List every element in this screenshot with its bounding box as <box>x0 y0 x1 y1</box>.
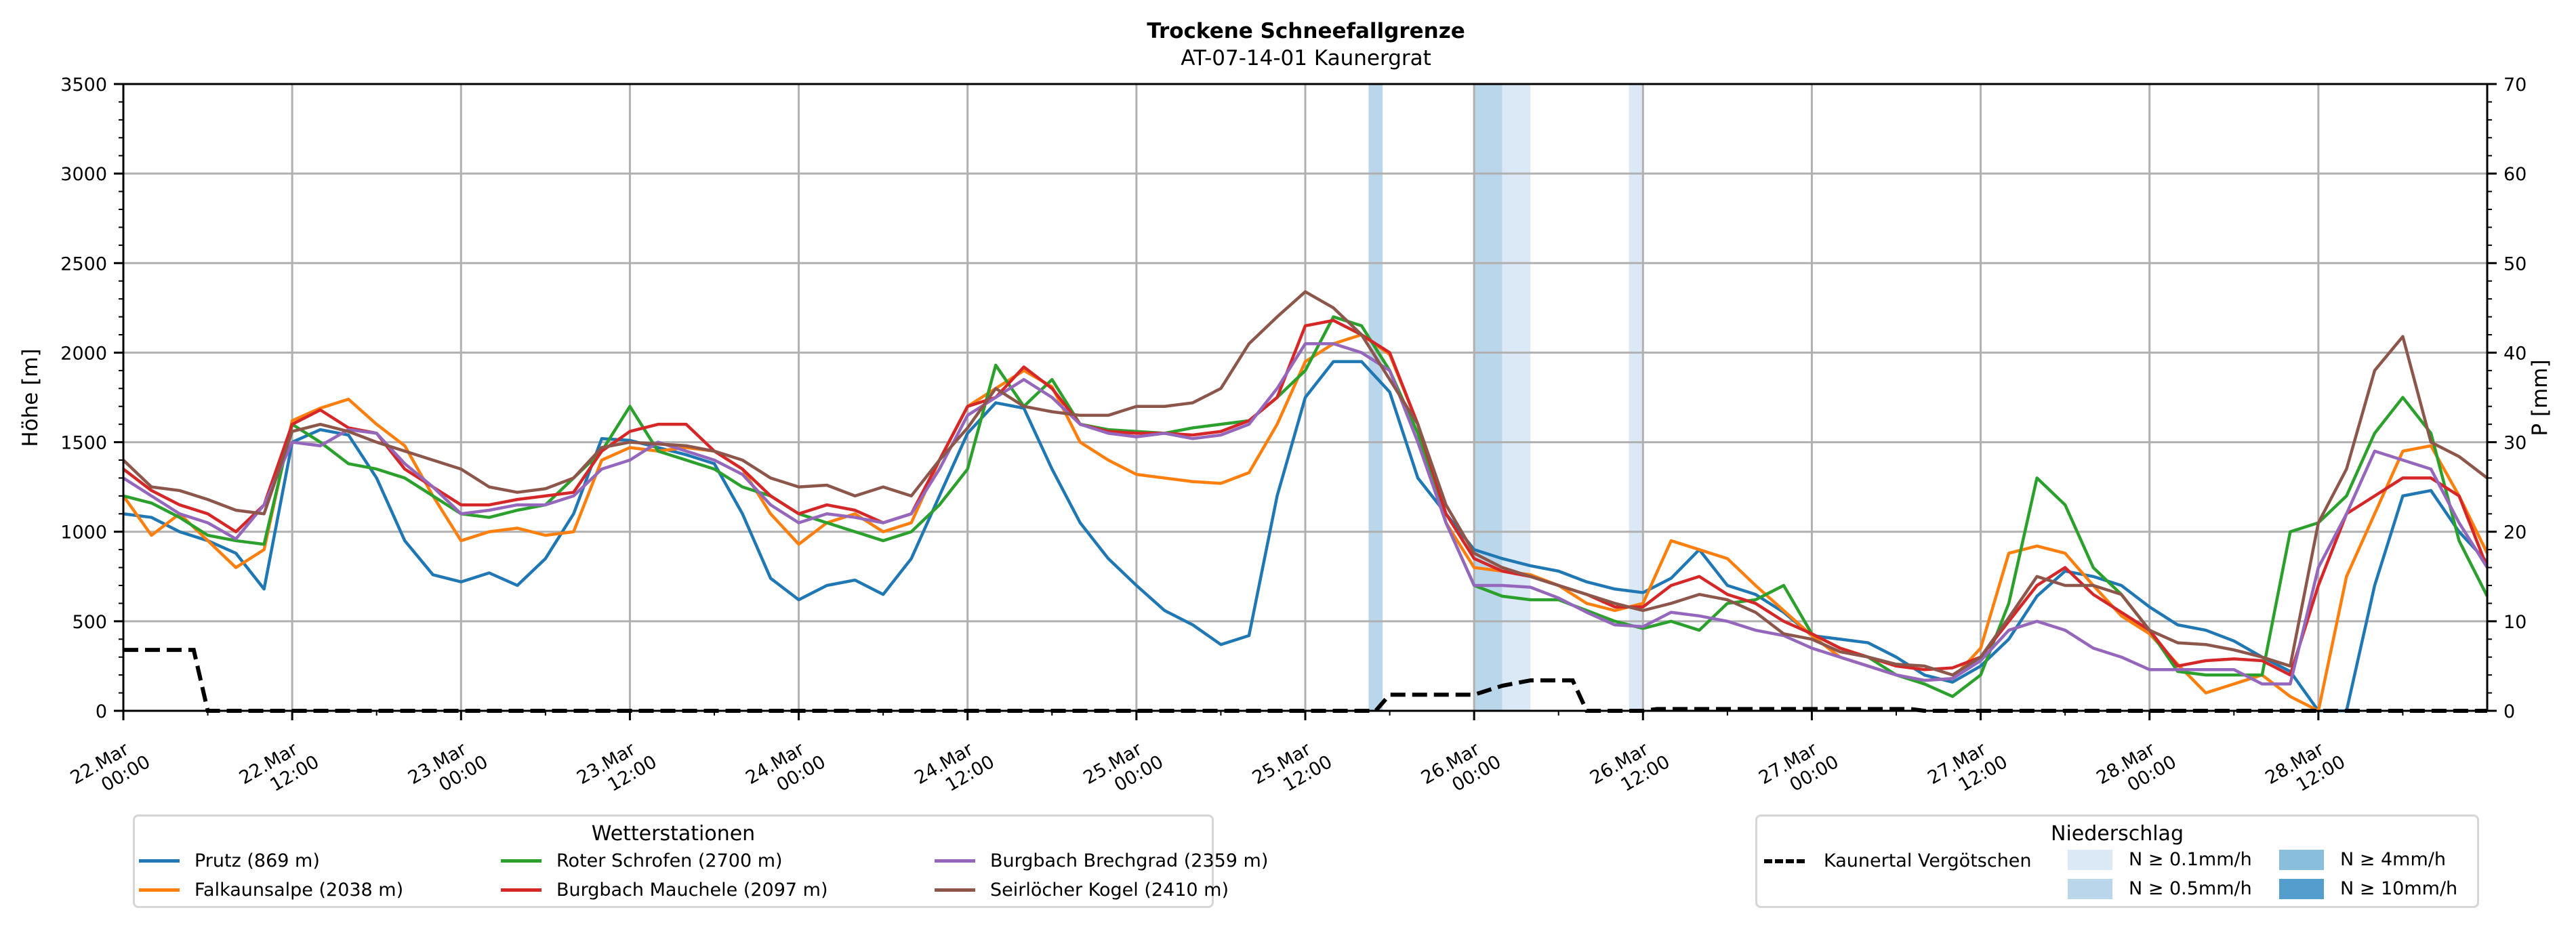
y-tick-label: 3500 <box>60 75 107 96</box>
legend-label: Kaunertal Vergötschen <box>1824 850 2032 871</box>
legend-swatch <box>139 859 180 863</box>
x-tick-label: 25.Mar00:00 <box>1080 732 1167 808</box>
grid <box>123 84 2487 711</box>
legend-label: Seirlöcher Kogel (2410 m) <box>990 880 1229 901</box>
precip-bands <box>1368 84 1643 711</box>
y-right-tick-label: 60 <box>2503 164 2527 185</box>
legend-label: N ≥ 10mm/h <box>2340 878 2458 899</box>
x-tick-label: 22.Mar12:00 <box>236 732 323 808</box>
legend-swatch <box>2279 849 2324 870</box>
y-right-tick-label: 40 <box>2503 343 2527 364</box>
y-tick-label: 3000 <box>60 164 107 185</box>
y-tick-label: 1000 <box>60 522 107 543</box>
legend-item: N ≥ 0.1mm/h <box>2068 849 2252 870</box>
legend-item: Falkaunsalpe (2038 m) <box>139 880 403 901</box>
y-right-tick-label: 20 <box>2503 522 2527 543</box>
y-right-tick-label: 0 <box>2503 701 2515 722</box>
y-tick-label: 500 <box>72 612 107 633</box>
precip-band <box>1368 84 1383 711</box>
chart-subtitle: AT-07-14-01 Kaunergrat <box>1181 46 1431 70</box>
legend-label: N ≥ 0.5mm/h <box>2129 878 2252 899</box>
y-right-tick-label: 70 <box>2503 75 2527 96</box>
series-line <box>122 342 2489 686</box>
series-line <box>123 360 2489 713</box>
y-axis-label-right: P [mm] <box>2528 359 2552 436</box>
y-tick-label: 2000 <box>60 343 107 364</box>
precip-band <box>1502 84 1531 711</box>
legend-item: Roter Schrofen (2700 m) <box>501 850 783 871</box>
x-tick-label: 28.Mar00:00 <box>2093 732 2180 808</box>
y-tick-label: 0 <box>96 701 107 722</box>
legend-item: N ≥ 4mm/h <box>2279 849 2446 870</box>
series-line <box>122 318 2489 677</box>
legend-swatch <box>501 859 541 863</box>
chart-title: Trockene Schneefallgrenze <box>1147 19 1465 43</box>
legend-label: N ≥ 0.1mm/h <box>2129 849 2252 870</box>
legend-item: N ≥ 10mm/h <box>2279 878 2457 899</box>
x-tick-label: 23.Mar12:00 <box>573 732 660 808</box>
x-tick-label: 23.Mar00:00 <box>405 732 491 808</box>
x-tick-label: 24.Mar00:00 <box>742 732 829 808</box>
legend-precip: Niederschlag Kaunertal Vergötschen N ≥ 0… <box>1755 814 2479 908</box>
x-tick-label: 26.Mar00:00 <box>1418 732 1505 808</box>
legend-item: Seirlöcher Kogel (2410 m) <box>935 880 1229 901</box>
x-tick-label: 27.Mar00:00 <box>1755 732 1842 808</box>
legend-label: Burgbach Brechgrad (2359 m) <box>990 850 1269 871</box>
x-tick-label: 27.Mar12:00 <box>1924 732 2011 808</box>
legend-swatch <box>139 888 180 892</box>
series-line <box>123 315 2489 699</box>
legend-label: Falkaunsalpe (2038 m) <box>195 880 404 901</box>
y-right-tick-label: 10 <box>2503 612 2527 633</box>
legend-item: Kaunertal Vergötschen <box>1764 850 2032 871</box>
y-tick-label: 2500 <box>60 253 107 274</box>
legend-item: N ≥ 0.5mm/h <box>2068 878 2252 899</box>
legend-stations: Wetterstationen Prutz (869 m) Falkaunsal… <box>133 814 1268 908</box>
legend-swatch <box>935 859 975 863</box>
legend-label: Prutz (869 m) <box>195 850 320 871</box>
x-tick-label: 22.Mar00:00 <box>67 732 154 808</box>
series-line <box>122 290 2489 677</box>
legend-item: Burgbach Brechgrad (2359 m) <box>935 850 1268 871</box>
legend-precip-title: Niederschlag <box>2051 822 2184 846</box>
legend-item: Prutz (869 m) <box>139 850 320 871</box>
precip-band <box>1474 84 1502 711</box>
precip-band <box>1629 84 1643 711</box>
legend-item: Burgbach Mauchele (2097 m) <box>501 880 828 901</box>
x-tick-label: 26.Mar12:00 <box>1587 732 1673 808</box>
legend-label: N ≥ 4mm/h <box>2340 849 2446 870</box>
legend-label: Roter Schrofen (2700 m) <box>556 850 783 871</box>
y-right-tick-label: 30 <box>2503 433 2527 454</box>
series-lines <box>122 290 2489 713</box>
y-tick-label: 1500 <box>60 433 107 454</box>
legend-label: Burgbach Mauchele (2097 m) <box>556 880 828 901</box>
y-right-tick-label: 50 <box>2503 253 2527 274</box>
legend-swatch <box>501 888 541 892</box>
legend-swatch <box>2068 849 2112 870</box>
x-tick-label: 25.Mar12:00 <box>1249 732 1336 808</box>
legend-swatch <box>2279 878 2324 899</box>
legend-stations-title: Wetterstationen <box>591 822 756 846</box>
y-axis-label: Höhe [m] <box>18 348 43 447</box>
legend-swatch <box>2068 878 2112 899</box>
legend-dash-swatch <box>1764 859 1805 863</box>
x-tick-label: 28.Mar12:00 <box>2262 732 2349 808</box>
legend-swatch <box>935 888 975 892</box>
x-tick-label: 24.Mar12:00 <box>911 732 998 808</box>
